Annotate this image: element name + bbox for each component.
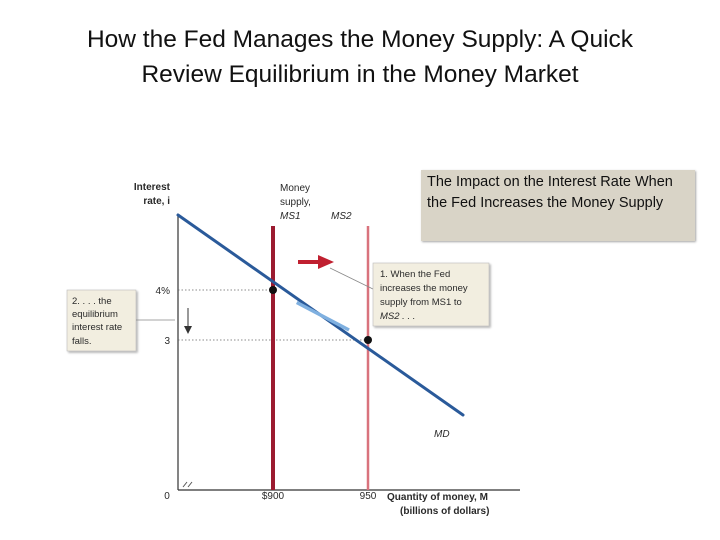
ms1-label-line-2: supply,: [280, 197, 311, 208]
fall-arrow-icon: [184, 326, 192, 334]
x-axis-label-line-1: Quantity of money, M: [387, 492, 488, 503]
note1-box: [372, 262, 490, 327]
note1-line-2: increases the money: [380, 283, 468, 294]
movement-arrow: [295, 300, 350, 332]
x-tick-label-900: $900: [262, 491, 285, 502]
ms2-label: MS2: [331, 211, 352, 222]
note1-connector: [329, 267, 376, 291]
title-line-1: How the Fed Manages the Money Supply: A …: [86, 26, 634, 53]
axis-break-icon: [182, 481, 193, 488]
equilibrium-point-1: [269, 286, 277, 294]
note2-line-3: interest rate: [72, 322, 122, 333]
md-label: MD: [434, 429, 450, 440]
note2-line-4: falls.: [72, 336, 92, 347]
note2-line-1: 2. . . . the: [72, 296, 112, 307]
shift-arrow-icon: [318, 255, 334, 269]
note1-line-1: 1. When the Fed: [380, 269, 450, 280]
x-axis-label-line-2: (billions of dollars): [400, 506, 489, 517]
impact-callout: The Impact on the Interest Rate When the…: [421, 170, 695, 241]
slide-title: How the Fed Manages the Money Supply: A …: [40, 22, 680, 92]
y-tick-label-3: 3: [164, 336, 170, 347]
y-axis-label-line-1: Interest: [134, 182, 171, 193]
note2-line-2: equilibrium: [72, 309, 118, 320]
origin-label: 0: [164, 491, 170, 502]
title-line-2: Review Equilibrium in the Money Market: [141, 61, 579, 88]
y-axis-label-line-2: rate, i: [143, 196, 170, 207]
note2-box: [66, 289, 137, 352]
x-tick-label-950: 950: [360, 491, 377, 502]
ms1-label-line-3: MS1: [280, 211, 301, 222]
note1-line-4: MS2 . . .: [380, 311, 415, 322]
y-tick-label-4: 4%: [156, 286, 171, 297]
ms1-label-line-1: Money: [280, 183, 310, 194]
equilibrium-point-2: [364, 336, 372, 344]
note1-line-3: supply from MS1 to: [380, 297, 462, 308]
